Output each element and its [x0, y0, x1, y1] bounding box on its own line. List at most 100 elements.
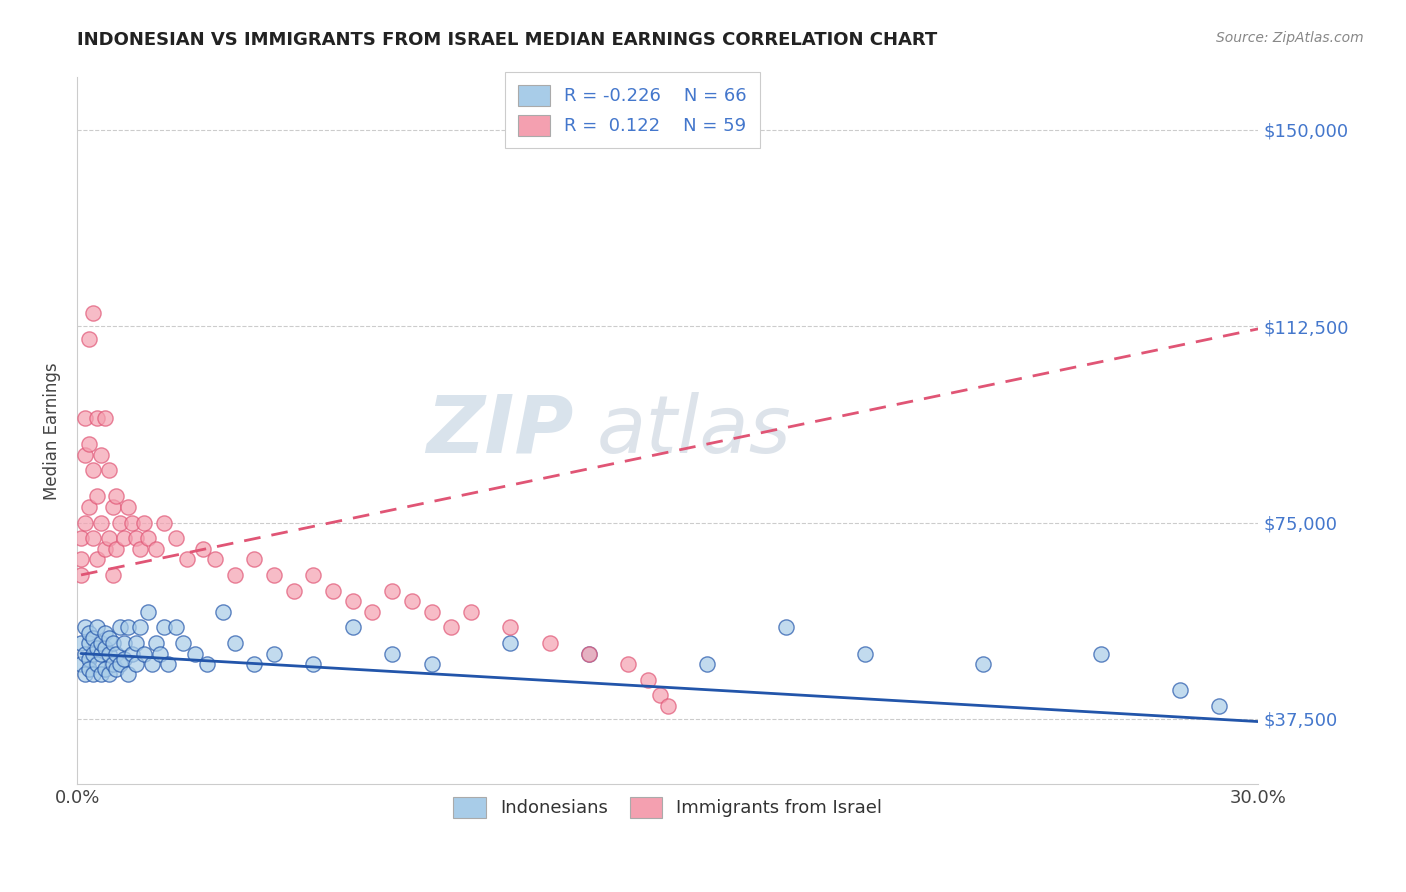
Point	[86, 552, 108, 566]
Point	[70, 568, 93, 582]
Point	[224, 568, 246, 582]
Point	[145, 541, 167, 556]
Point	[460, 605, 482, 619]
Point	[121, 516, 143, 530]
Point	[86, 657, 108, 671]
Point	[156, 657, 179, 671]
Point	[70, 636, 93, 650]
Point	[176, 552, 198, 566]
Point	[775, 620, 797, 634]
Point	[263, 568, 285, 582]
Point	[90, 667, 112, 681]
Point	[77, 625, 100, 640]
Point	[82, 631, 104, 645]
Point	[204, 552, 226, 566]
Point	[136, 531, 159, 545]
Point	[117, 620, 139, 634]
Point	[141, 657, 163, 671]
Point	[97, 463, 120, 477]
Point	[172, 636, 194, 650]
Point	[82, 463, 104, 477]
Point	[70, 531, 93, 545]
Text: ZIP: ZIP	[426, 392, 574, 470]
Point	[361, 605, 384, 619]
Text: atlas: atlas	[598, 392, 792, 470]
Point	[1090, 647, 1112, 661]
Point	[82, 531, 104, 545]
Point	[165, 620, 187, 634]
Point	[499, 620, 522, 634]
Point	[90, 516, 112, 530]
Point	[93, 662, 115, 676]
Point	[112, 636, 135, 650]
Point	[224, 636, 246, 650]
Point	[195, 657, 218, 671]
Point	[82, 306, 104, 320]
Point	[342, 620, 364, 634]
Point	[90, 448, 112, 462]
Point	[97, 631, 120, 645]
Point	[342, 594, 364, 608]
Point	[73, 516, 96, 530]
Point	[77, 662, 100, 676]
Point	[121, 647, 143, 661]
Point	[696, 657, 718, 671]
Point	[136, 605, 159, 619]
Point	[381, 583, 404, 598]
Point	[578, 647, 600, 661]
Point	[73, 410, 96, 425]
Point	[191, 541, 214, 556]
Point	[243, 657, 266, 671]
Point	[82, 647, 104, 661]
Point	[70, 657, 93, 671]
Point	[401, 594, 423, 608]
Point	[86, 489, 108, 503]
Point	[82, 667, 104, 681]
Point	[125, 531, 148, 545]
Point	[1208, 698, 1230, 713]
Point	[73, 647, 96, 661]
Point	[853, 647, 876, 661]
Point	[90, 636, 112, 650]
Point	[110, 657, 132, 671]
Point	[110, 620, 132, 634]
Point	[112, 652, 135, 666]
Point	[381, 647, 404, 661]
Point	[152, 620, 174, 634]
Point	[93, 641, 115, 656]
Point	[93, 541, 115, 556]
Point	[243, 552, 266, 566]
Point	[283, 583, 305, 598]
Point	[1168, 683, 1191, 698]
Point	[110, 516, 132, 530]
Point	[93, 625, 115, 640]
Point	[86, 410, 108, 425]
Point	[129, 620, 152, 634]
Point	[73, 620, 96, 634]
Point	[499, 636, 522, 650]
Point	[420, 657, 443, 671]
Point	[578, 647, 600, 661]
Point	[538, 636, 561, 650]
Point	[149, 647, 172, 661]
Legend: Indonesians, Immigrants from Israel: Indonesians, Immigrants from Israel	[446, 789, 890, 825]
Point	[657, 698, 679, 713]
Text: Source: ZipAtlas.com: Source: ZipAtlas.com	[1216, 31, 1364, 45]
Point	[86, 641, 108, 656]
Point	[112, 531, 135, 545]
Point	[322, 583, 344, 598]
Point	[73, 448, 96, 462]
Point	[972, 657, 994, 671]
Point	[101, 568, 124, 582]
Point	[132, 516, 155, 530]
Point	[263, 647, 285, 661]
Point	[211, 605, 233, 619]
Point	[101, 657, 124, 671]
Point	[77, 437, 100, 451]
Point	[648, 689, 671, 703]
Point	[86, 620, 108, 634]
Point	[152, 516, 174, 530]
Point	[105, 662, 128, 676]
Point	[105, 489, 128, 503]
Point	[165, 531, 187, 545]
